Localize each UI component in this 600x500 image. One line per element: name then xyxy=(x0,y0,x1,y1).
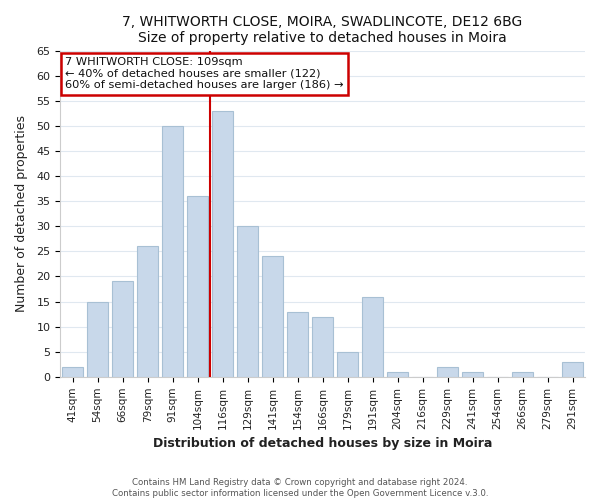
X-axis label: Distribution of detached houses by size in Moira: Distribution of detached houses by size … xyxy=(153,437,492,450)
Bar xyxy=(62,367,83,377)
Text: 7 WHITWORTH CLOSE: 109sqm
← 40% of detached houses are smaller (122)
60% of semi: 7 WHITWORTH CLOSE: 109sqm ← 40% of detac… xyxy=(65,57,344,90)
Bar xyxy=(137,246,158,377)
Bar xyxy=(187,196,208,377)
Bar xyxy=(562,362,583,377)
Bar xyxy=(212,111,233,377)
Bar xyxy=(437,367,458,377)
Bar xyxy=(237,226,258,377)
Bar xyxy=(387,372,408,377)
Bar xyxy=(362,296,383,377)
Bar xyxy=(87,302,108,377)
Y-axis label: Number of detached properties: Number of detached properties xyxy=(15,115,28,312)
Bar xyxy=(262,256,283,377)
Bar xyxy=(337,352,358,377)
Bar xyxy=(112,282,133,377)
Title: 7, WHITWORTH CLOSE, MOIRA, SWADLINCOTE, DE12 6BG
Size of property relative to de: 7, WHITWORTH CLOSE, MOIRA, SWADLINCOTE, … xyxy=(122,15,523,45)
Bar xyxy=(287,312,308,377)
Bar xyxy=(312,316,333,377)
Text: Contains HM Land Registry data © Crown copyright and database right 2024.
Contai: Contains HM Land Registry data © Crown c… xyxy=(112,478,488,498)
Bar xyxy=(512,372,533,377)
Bar xyxy=(162,126,183,377)
Bar xyxy=(462,372,483,377)
